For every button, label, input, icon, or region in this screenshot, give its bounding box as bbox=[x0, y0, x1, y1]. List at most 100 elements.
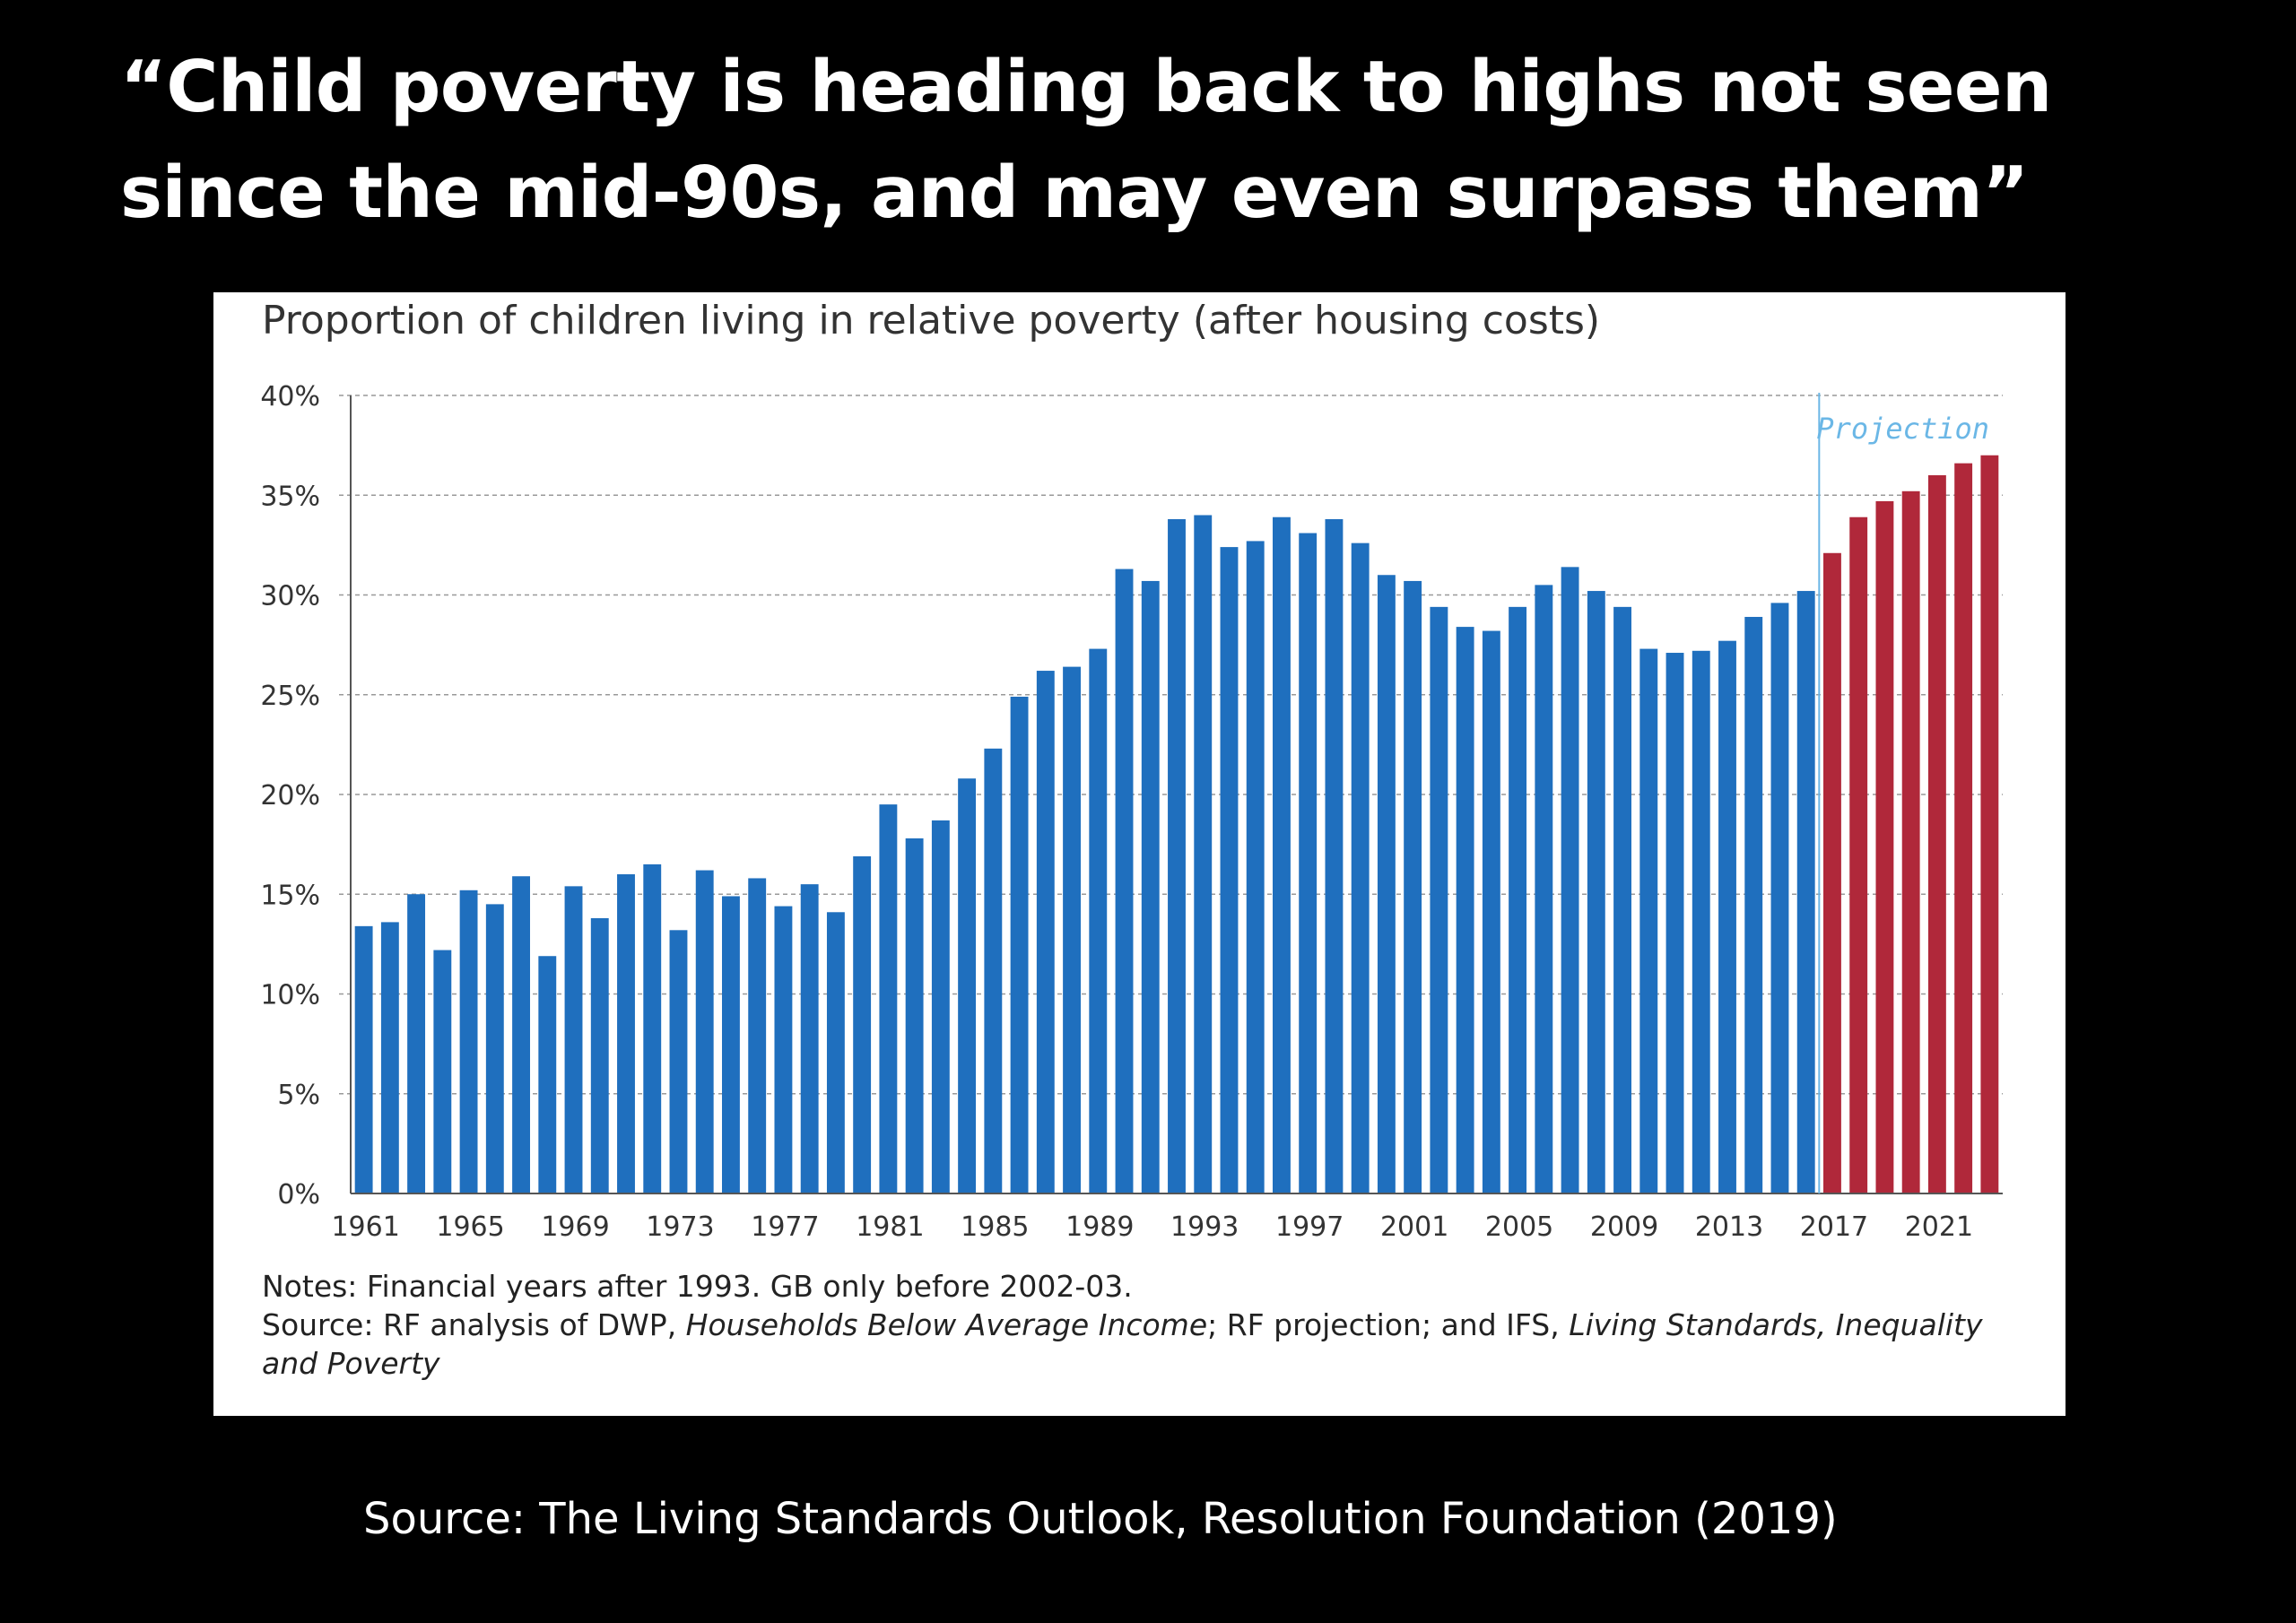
y-tick-label: 0% bbox=[277, 1179, 320, 1211]
y-axis-ticks: 0% 5% 10% 15% 20% 25% 30% 35% 40% bbox=[260, 381, 320, 1211]
actual-bar bbox=[1246, 541, 1265, 1193]
actual-bar bbox=[380, 922, 399, 1193]
source-title-hbai: Households Below Average Income bbox=[685, 1307, 1208, 1342]
actual-bar bbox=[879, 804, 898, 1194]
actual-bar bbox=[538, 956, 557, 1193]
projection-annotation-group: Projection bbox=[1816, 393, 1989, 1193]
projection-label: Projection bbox=[1816, 412, 1989, 446]
actual-bar bbox=[1665, 653, 1684, 1193]
actual-bar bbox=[1744, 616, 1763, 1193]
actual-bar bbox=[459, 890, 478, 1193]
actual-bar bbox=[1063, 666, 1081, 1193]
x-axis-ticks: 1961 1965 1969 1973 1977 1981 1985 1989 1993 1997… bbox=[331, 1211, 1973, 1243]
actual-bar bbox=[1535, 585, 1553, 1194]
chart-title: Proportion of children living in relativ… bbox=[262, 298, 1600, 343]
source-line: Source: RF analysis of DWP, Households B… bbox=[262, 1306, 2047, 1383]
actual-bar bbox=[1430, 606, 1448, 1193]
actual-bar bbox=[1482, 630, 1500, 1193]
projection-bar bbox=[1954, 463, 1973, 1193]
actual-bar bbox=[1404, 580, 1422, 1193]
projection-bar bbox=[1980, 455, 1999, 1193]
x-tick-label: 1981 bbox=[856, 1211, 924, 1243]
actual-bar bbox=[1770, 603, 1789, 1193]
actual-bar bbox=[1351, 542, 1370, 1193]
y-tick-label: 10% bbox=[260, 980, 320, 1011]
x-tick-label: 1977 bbox=[751, 1211, 819, 1243]
actual-bar bbox=[354, 925, 373, 1193]
actual-bar bbox=[905, 838, 924, 1193]
x-tick-label: 2013 bbox=[1695, 1211, 1763, 1243]
actual-bar bbox=[1587, 591, 1605, 1193]
actual-bar bbox=[1377, 575, 1396, 1193]
x-tick-label: 1985 bbox=[961, 1211, 1029, 1243]
actual-bar bbox=[1220, 547, 1239, 1193]
actual-bar bbox=[1613, 606, 1631, 1193]
actual-bar bbox=[1194, 515, 1213, 1193]
actual-bar bbox=[1718, 640, 1736, 1193]
x-tick-label: 2001 bbox=[1380, 1211, 1448, 1243]
actual-bar bbox=[1456, 627, 1474, 1193]
actual-bar bbox=[512, 876, 530, 1193]
actual-bar bbox=[931, 820, 950, 1193]
x-tick-label: 1965 bbox=[436, 1211, 504, 1243]
actual-bar bbox=[1089, 648, 1108, 1193]
actual-bar bbox=[669, 930, 688, 1193]
actual-bar bbox=[1168, 518, 1186, 1193]
actual-bar bbox=[643, 864, 662, 1194]
actual-bar bbox=[853, 855, 872, 1193]
y-tick-label: 25% bbox=[260, 681, 320, 712]
projection-bar bbox=[1849, 516, 1868, 1193]
source-prefix: Source: RF analysis of DWP, bbox=[262, 1307, 686, 1342]
y-tick-label: 15% bbox=[260, 880, 320, 911]
x-tick-label: 1973 bbox=[646, 1211, 714, 1243]
actual-bar bbox=[800, 884, 819, 1194]
actual-bar bbox=[485, 904, 504, 1194]
slide-headline: “Child poverty is heading back to highs … bbox=[120, 46, 2052, 234]
actual-bar bbox=[407, 894, 426, 1193]
actual-bar bbox=[1639, 648, 1658, 1193]
bars bbox=[354, 455, 1999, 1194]
x-tick-label: 1961 bbox=[331, 1211, 399, 1243]
x-tick-label: 2021 bbox=[1905, 1211, 1973, 1243]
x-tick-label: 1969 bbox=[541, 1211, 609, 1243]
x-tick-label: 1989 bbox=[1065, 1211, 1134, 1243]
source-middle: ; RF projection; and IFS, bbox=[1207, 1307, 1570, 1342]
actual-bar bbox=[1325, 518, 1344, 1193]
y-tick-label: 35% bbox=[260, 481, 320, 512]
actual-bar bbox=[1010, 696, 1029, 1193]
actual-bar bbox=[695, 870, 714, 1193]
actual-bar bbox=[617, 874, 635, 1193]
x-tick-label: 1993 bbox=[1170, 1211, 1239, 1243]
actual-bar bbox=[722, 896, 740, 1193]
actual-bar bbox=[564, 886, 583, 1193]
actual-bar bbox=[958, 778, 977, 1193]
y-tick-label: 20% bbox=[260, 780, 320, 812]
y-tick-label: 30% bbox=[260, 581, 320, 612]
actual-bar bbox=[1692, 650, 1710, 1193]
x-tick-label: 2009 bbox=[1590, 1211, 1658, 1243]
actual-bar bbox=[774, 906, 793, 1193]
y-tick-label: 5% bbox=[277, 1080, 320, 1111]
x-tick-label: 2005 bbox=[1485, 1211, 1553, 1243]
actual-bar bbox=[433, 950, 452, 1193]
actual-bar bbox=[1141, 580, 1160, 1193]
projection-bar bbox=[1823, 552, 1841, 1193]
x-tick-label: 1997 bbox=[1275, 1211, 1344, 1243]
y-tick-label: 40% bbox=[260, 381, 320, 412]
projection-bar bbox=[1875, 500, 1894, 1193]
chart-notes: Notes: Financial years after 1993. GB on… bbox=[262, 1267, 2047, 1383]
actual-bar bbox=[590, 917, 609, 1193]
projection-bar bbox=[1901, 490, 1920, 1193]
actual-bar bbox=[984, 748, 1003, 1193]
source-title-ifs: Living Standards, Inequality and Poverty bbox=[262, 1307, 1983, 1381]
actual-bar bbox=[1115, 568, 1134, 1193]
axes bbox=[350, 395, 2003, 1194]
notes-line: Notes: Financial years after 1993. GB on… bbox=[262, 1269, 1133, 1304]
actual-bar bbox=[1273, 516, 1291, 1193]
chart-panel: Proportion of children living in relativ… bbox=[213, 292, 2066, 1416]
x-tick-label: 2017 bbox=[1800, 1211, 1868, 1243]
actual-bar bbox=[1036, 671, 1055, 1193]
slide-source: Source: The Living Standards Outlook, Re… bbox=[363, 1494, 1838, 1544]
projection-bar bbox=[1927, 475, 1946, 1193]
actual-bar bbox=[1796, 591, 1815, 1193]
